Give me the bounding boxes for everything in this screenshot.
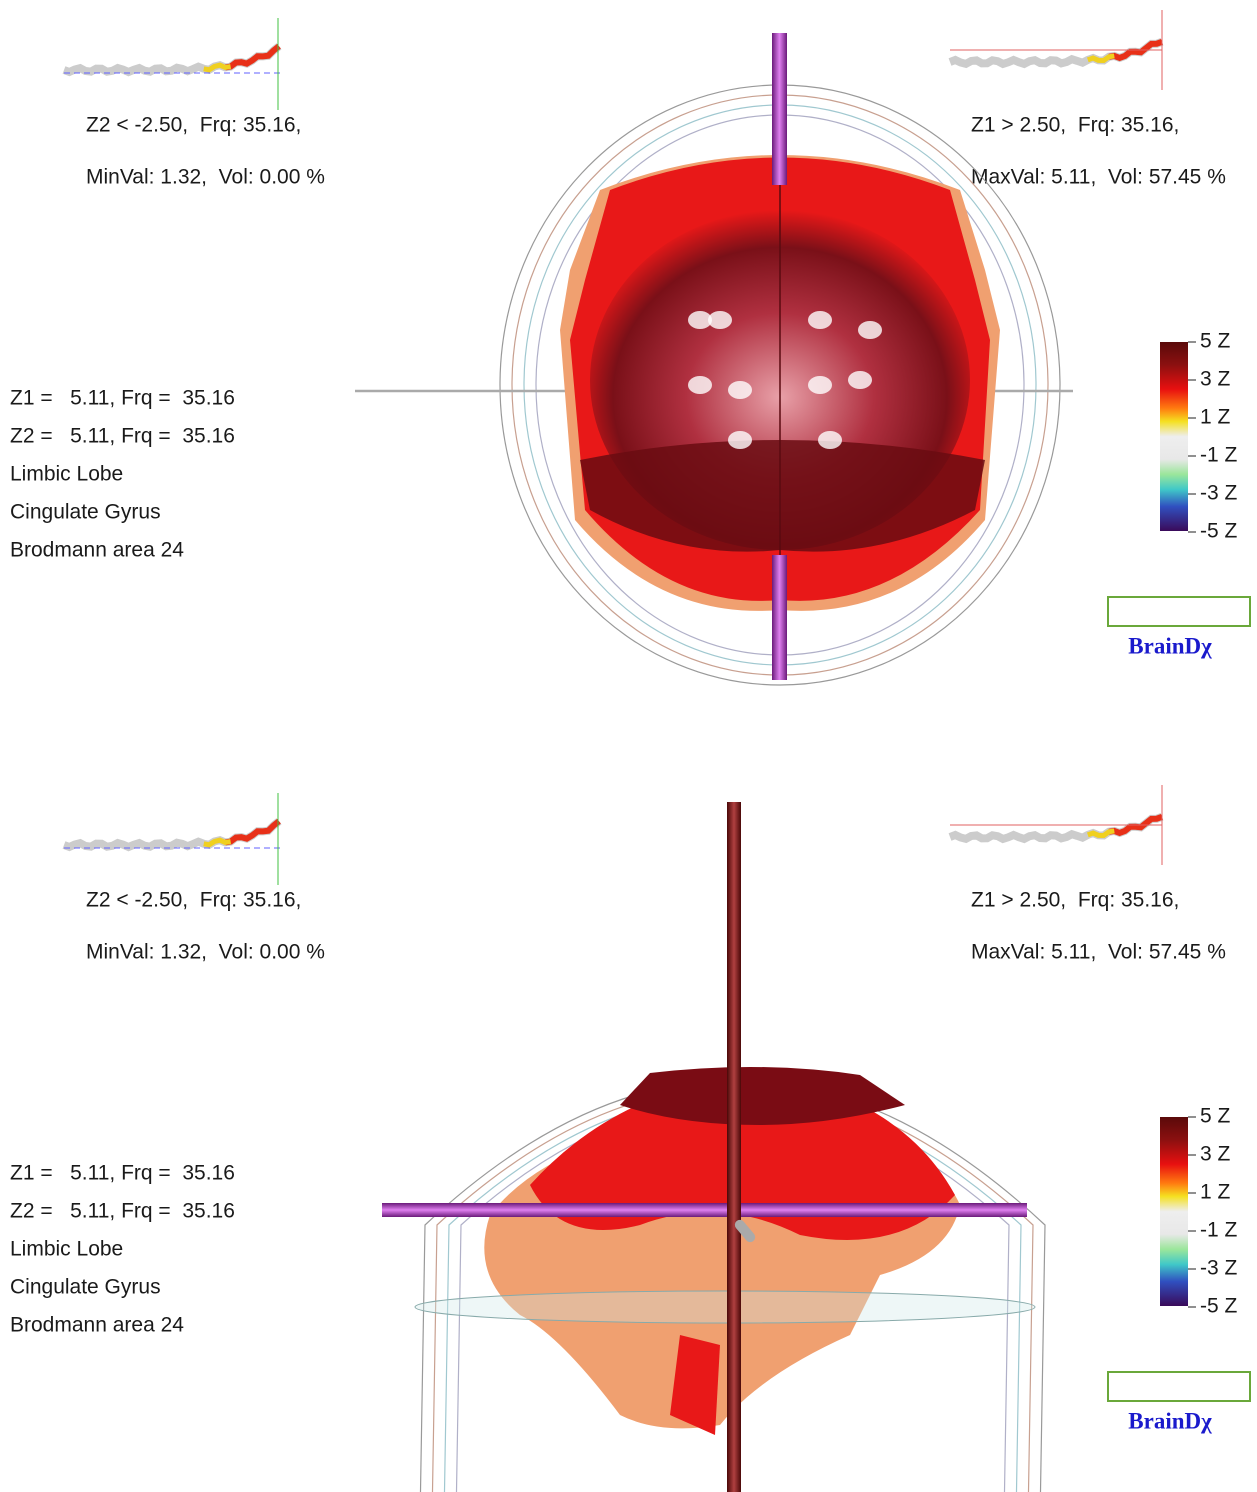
crosshair-rod [772,555,787,680]
min-summary: Z2 < -2.50, Frq: 35.16, [86,114,301,137]
colorbar-label: -3 Z [1200,1257,1238,1280]
max-summary: MaxVal: 5.11, Vol: 57.45 % [971,166,1226,189]
location-info: Z2 = 5.11, Frq = 35.16 [10,1200,235,1223]
colorbar-label: 3 Z [1200,368,1231,391]
max-summary: MaxVal: 5.11, Vol: 57.45 % [971,941,1226,964]
brand: BrainDχ [1128,633,1212,658]
activation-hole [808,311,832,329]
location-info: Limbic Lobe [10,463,123,486]
colorbar-label: -3 Z [1200,482,1238,505]
sparkline [64,821,279,847]
location-info: Z1 = 5.11, Frq = 35.16 [10,387,235,410]
max-summary: Z1 > 2.50, Frq: 35.16, [971,889,1179,912]
activation-hole [688,311,712,329]
min-summary: MinVal: 1.32, Vol: 0.00 % [86,166,325,189]
colorbar [1160,1117,1188,1306]
activation-hole [818,431,842,449]
colorbar-label: 5 Z [1200,1105,1231,1128]
colorbar-label: 3 Z [1200,1143,1231,1166]
colorbar-label: 1 Z [1200,1181,1231,1204]
brand-box [1108,597,1250,626]
colorbar-label: -5 Z [1200,1295,1238,1318]
max-summary: Z1 > 2.50, Frq: 35.16, [971,114,1179,137]
location-info: Cingulate Gyrus [10,501,161,524]
location-info: Cingulate Gyrus [10,1276,161,1299]
location-info: Z1 = 5.11, Frq = 35.16 [10,1162,235,1185]
colorbar [1160,342,1188,531]
location-info: Limbic Lobe [10,1238,123,1261]
crosshair-rod [772,33,787,185]
colorbar-label: 1 Z [1200,406,1231,429]
panel: Z2 < -2.50, Frq: 35.16, MinVal: 1.32, Vol… [10,785,1250,1492]
colorbar-label: -1 Z [1200,1219,1238,1242]
location-info: Brodmann area 24 [10,539,184,562]
activation-hole [728,381,752,399]
min-summary: Z2 < -2.50, Frq: 35.16, [86,889,301,912]
min-summary: MinVal: 1.32, Vol: 0.00 % [86,941,325,964]
brand-box [1108,1372,1250,1401]
crosshair-rod [727,802,741,1492]
activation-hole [688,376,712,394]
activation-hole [848,371,872,389]
activation-hole [858,321,882,339]
brand: BrainDχ [1128,1408,1212,1433]
colorbar-label: -1 Z [1200,444,1238,467]
panel: Z2 < -2.50, Frq: 35.16, MinVal: 1.32, Vol… [10,10,1250,685]
slice-plane [415,1291,1035,1323]
sparkline [64,46,279,72]
screenshot: Z2 < -2.50, Frq: 35.16, MinVal: 1.32, Vol… [0,0,1257,1492]
location-info: Brodmann area 24 [10,1314,184,1337]
colorbar-label: 5 Z [1200,330,1231,353]
activation-hole [728,431,752,449]
crosshair-rod [382,1203,1027,1217]
activation-hole [808,376,832,394]
location-info: Z2 = 5.11, Frq = 35.16 [10,425,235,448]
page: {"panels": [ {"min_summary": ["Z2 < -2.5… [0,0,1257,1492]
colorbar-label: -5 Z [1200,520,1238,543]
